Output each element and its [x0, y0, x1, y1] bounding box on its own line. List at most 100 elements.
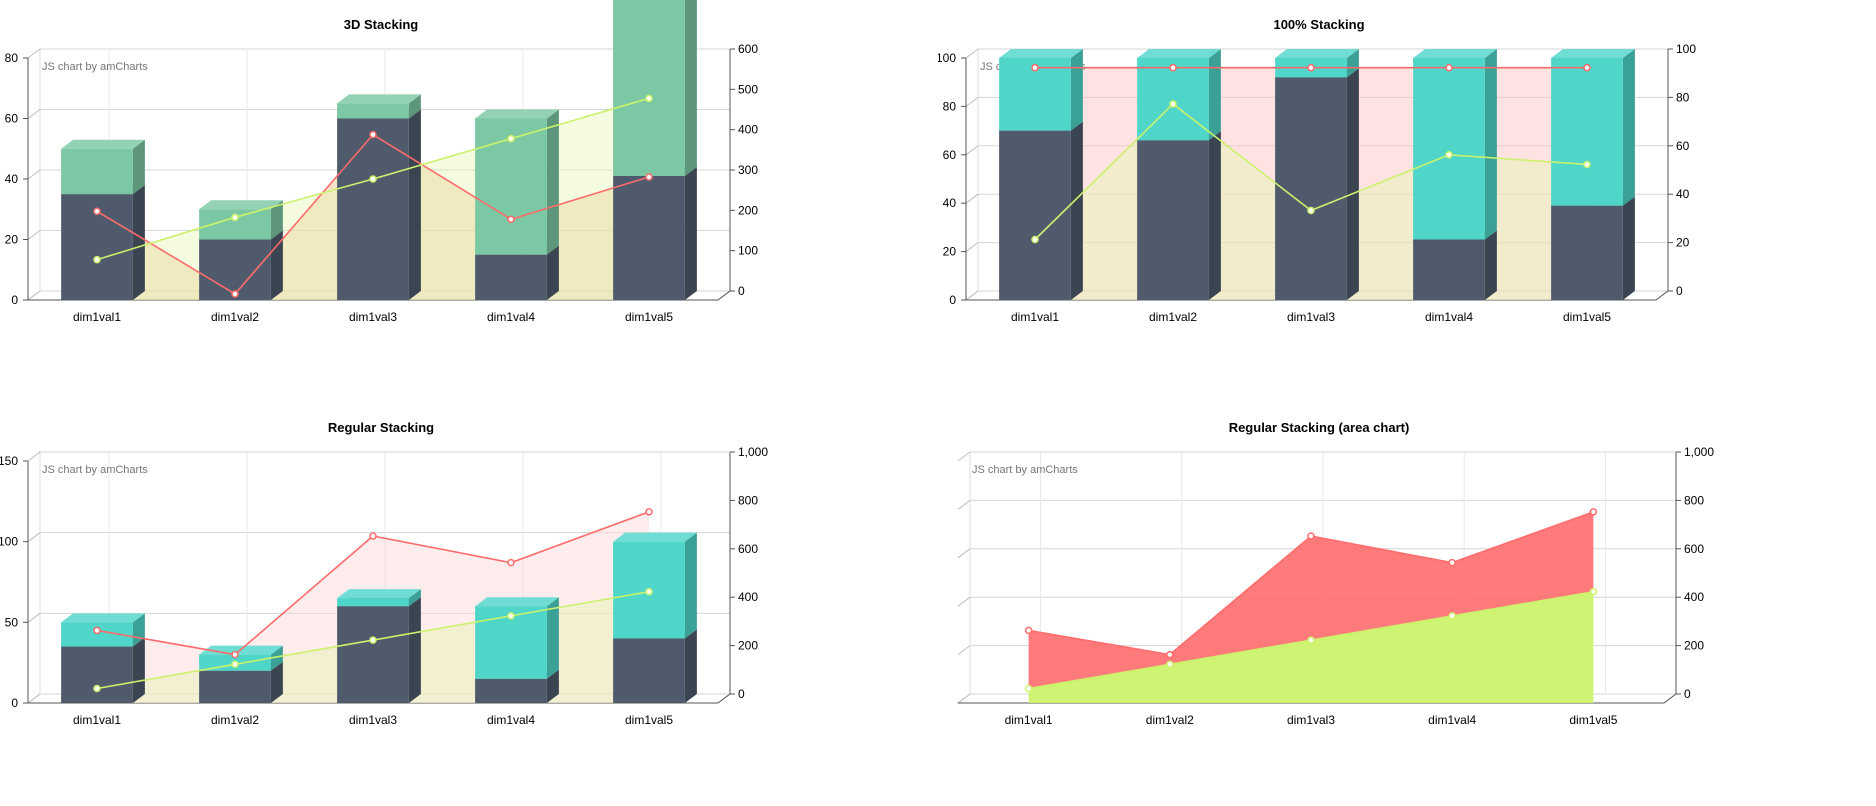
column-turq-side: [1070, 49, 1083, 131]
column-mint-top: [475, 109, 559, 119]
column-dark: [337, 606, 409, 703]
column-dark: [199, 670, 271, 703]
y-right-tick-label: 0: [738, 284, 745, 298]
y-right-tick-label: 100: [1676, 42, 1696, 56]
series-point: [645, 94, 653, 103]
axis-right-corner: [717, 290, 731, 301]
series-point: [1583, 63, 1591, 72]
series-point: [93, 684, 101, 693]
grid-step: [27, 290, 41, 301]
y-right-tick-label: 400: [1684, 590, 1704, 604]
column-mint-side: [132, 139, 145, 195]
series-point: [93, 626, 101, 635]
column-turq: [337, 598, 409, 607]
x-category-label: dim1val5: [625, 713, 673, 727]
area-point: [1166, 660, 1174, 669]
chart-panel-regular-stacking-area: Regular Stacking (area chart) JS chart by…: [938, 403, 1876, 806]
x-category-label: dim1val3: [349, 310, 397, 324]
area-point: [1024, 626, 1033, 635]
column-turq-side: [546, 597, 559, 679]
chart-title: 3D Stacking: [344, 17, 418, 32]
grid-step: [957, 548, 971, 559]
series-point: [1445, 151, 1453, 159]
series-point: [231, 213, 239, 222]
column-turq-top: [475, 597, 559, 607]
column-mint-side: [408, 94, 421, 119]
chart-panel-regular-stacking: Regular Stacking JS chart by amCharts 0 50 1…: [0, 403, 938, 806]
column-mint: [613, 0, 685, 176]
x-category-label: dim1val2: [1146, 713, 1194, 727]
y-left-tick-label: 0: [949, 293, 956, 307]
area-point: [1589, 508, 1598, 516]
x-category-label: dim1val1: [1005, 713, 1053, 727]
series-point: [1445, 63, 1453, 72]
y-right-tick-label: 600: [1684, 542, 1704, 556]
chart-title: 100% Stacking: [1273, 17, 1364, 32]
column-dark-side: [270, 661, 283, 703]
area-point: [1307, 636, 1315, 644]
column-dark: [1137, 140, 1209, 300]
column-dark: [337, 118, 409, 300]
grid-step: [27, 532, 41, 543]
column-dark: [1413, 239, 1485, 300]
grid-step: [957, 451, 971, 462]
column-turq-top: [1137, 49, 1221, 58]
area-red: [1028, 511, 1594, 689]
series-point: [1307, 63, 1315, 72]
y-left-tick-label: 100: [0, 535, 18, 549]
grid-step: [965, 193, 979, 204]
grid-step: [27, 230, 41, 240]
chart-regular-stacking-area: Regular Stacking (area chart) JS chart by…: [956, 420, 1714, 727]
amcharts-credit: JS chart by amCharts: [42, 61, 148, 73]
area-point: [1448, 558, 1456, 567]
series-point: [645, 173, 653, 181]
grid-step: [27, 693, 41, 704]
x-category-label: dim1val1: [1011, 310, 1059, 324]
series-point: [93, 255, 101, 264]
y-right-tick-label: 300: [738, 163, 758, 177]
series-point: [645, 587, 653, 596]
chart-3d-stacking: 3D Stacking JS chart by amCharts 0 20 40 60 80…: [5, 0, 758, 324]
y-right-tick-label: 0: [1684, 687, 1691, 701]
column-turq-side: [408, 589, 421, 607]
x-category-label: dim1val3: [1287, 310, 1335, 324]
y-right-tick-label: 500: [738, 82, 758, 96]
x-category-label: dim1val1: [73, 310, 121, 324]
amcharts-credit: JS chart by amCharts: [972, 464, 1078, 476]
series-point: [1583, 160, 1591, 169]
column-dark-side: [408, 597, 421, 703]
column-dark-side: [546, 245, 559, 300]
column-turq-top: [999, 49, 1083, 58]
y-left-tick-label: 100: [938, 51, 956, 65]
x-category-label: dim1val1: [73, 713, 121, 727]
x-category-label: dim1val5: [1569, 713, 1617, 727]
y-right-tick-label: 1,000: [738, 445, 768, 459]
chart-regular-stacking: Regular Stacking JS chart by amCharts 0 50 1…: [0, 420, 768, 727]
y-left-tick-label: 60: [5, 112, 19, 126]
y-right-tick-label: 200: [1684, 639, 1704, 653]
y-right-tick-label: 600: [738, 42, 758, 56]
x-category-label: dim1val5: [1563, 310, 1611, 324]
y-right-tick-label: 800: [738, 493, 758, 507]
y-left-tick-label: 40: [943, 196, 957, 210]
series-point: [231, 650, 239, 659]
y-left-tick-label: 0: [11, 293, 18, 307]
x-category-label: dim1val2: [1149, 310, 1197, 324]
column-turq-side: [270, 645, 283, 671]
x-category-label: dim1val4: [1425, 310, 1473, 324]
column-dark-side: [1484, 230, 1497, 300]
y-left-tick-label: 40: [5, 172, 19, 186]
column-dark: [613, 175, 685, 300]
column-turq-side: [684, 532, 697, 639]
column-mint-top: [199, 200, 283, 210]
series-point: [507, 558, 515, 567]
x-category-label: dim1val2: [211, 713, 259, 727]
column-mint-side: [684, 0, 697, 176]
y-left-tick-label: 50: [5, 615, 19, 629]
series-point: [369, 130, 377, 139]
y-right-tick-label: 60: [1676, 139, 1690, 153]
column-dark: [475, 254, 547, 300]
series-point: [507, 134, 515, 143]
